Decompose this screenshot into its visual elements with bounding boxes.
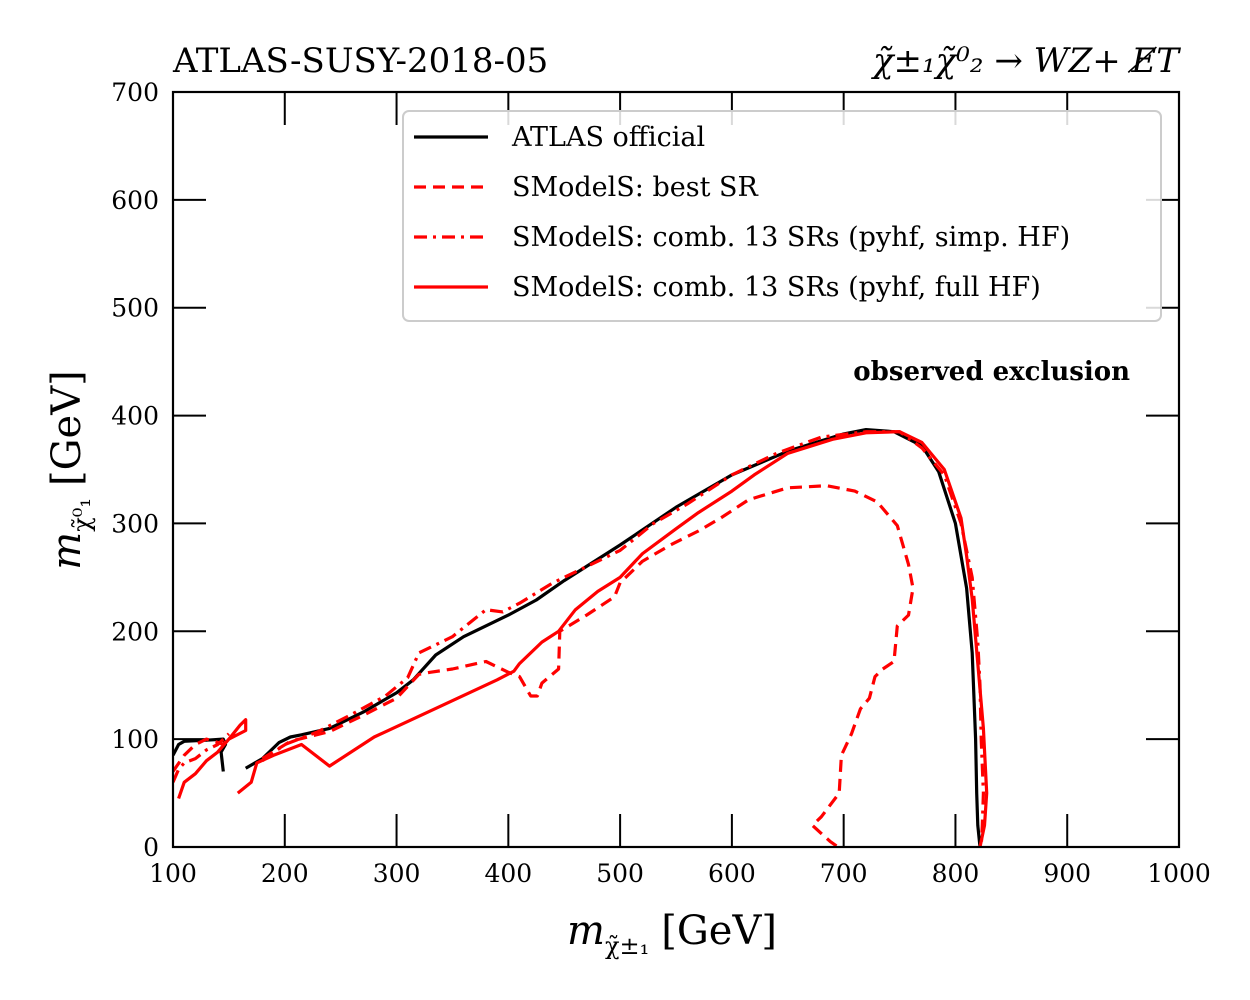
- x-tick-label: 500: [596, 859, 644, 888]
- series-line: [261, 430, 985, 847]
- legend-label: SModelS: comb. 13 SRs (pyhf, full HF): [512, 272, 1041, 303]
- observed-exclusion-annotation: observed exclusion: [853, 357, 1130, 387]
- x-axis-ticks: 100 200 300 400 500 600 700 800 900 1000: [149, 92, 1211, 888]
- y-tick-label: 700: [111, 78, 159, 107]
- x-axis-label: mχ̃±₁ [GeV]: [567, 908, 777, 960]
- series-1: [173, 428, 982, 847]
- y-axis-label: mχ̃⁰₁[GeV]: [44, 370, 96, 569]
- x-tick-label: 1000: [1147, 859, 1211, 888]
- y-tick-label: 0: [143, 833, 159, 862]
- series-line: [173, 732, 231, 783]
- x-tick-label: 900: [1043, 859, 1091, 888]
- legend-label: SModelS: comb. 13 SRs (pyhf, simp. HF): [512, 222, 1070, 253]
- series-line: [261, 484, 915, 847]
- series-3: [173, 430, 985, 847]
- series-2: [173, 484, 915, 847]
- y-tick-label: 600: [111, 186, 159, 215]
- x-tick-label: 200: [261, 859, 309, 888]
- series-layer: [173, 428, 989, 847]
- y-tick-label: 300: [111, 509, 159, 538]
- x-tick-label: 600: [708, 859, 756, 888]
- y-tick-label: 400: [111, 402, 159, 431]
- series-4: [177, 430, 989, 847]
- series-line: [236, 430, 989, 847]
- series-line: [173, 737, 228, 772]
- chart-title-left: ATLAS-SUSY-2018-05: [172, 41, 548, 81]
- x-tick-label: 300: [373, 859, 421, 888]
- plot-frame: [171, 90, 1181, 849]
- y-axis-ticks: 0 100 200 300 400 500 600 700: [111, 78, 1179, 862]
- legend-box: [402, 110, 1162, 322]
- y-tick-label: 200: [111, 617, 159, 646]
- legend-label: SModelS: best SR: [512, 172, 759, 203]
- series-line: [177, 718, 248, 800]
- x-tick-label: 700: [820, 859, 868, 888]
- x-tick-label: 400: [484, 859, 532, 888]
- x-tick-label: 100: [149, 859, 197, 888]
- x-tick-label: 800: [932, 859, 980, 888]
- y-tick-label: 500: [111, 294, 159, 323]
- legend: ATLAS official SModelS: best SR SModelS: c…: [402, 110, 1162, 322]
- chart-title-right: χ̃±₁χ̃⁰₂ → WZ+ E̸T: [871, 41, 1181, 81]
- series-line: [244, 428, 982, 847]
- y-tick-label: 100: [111, 725, 159, 754]
- legend-label: ATLAS official: [511, 122, 705, 153]
